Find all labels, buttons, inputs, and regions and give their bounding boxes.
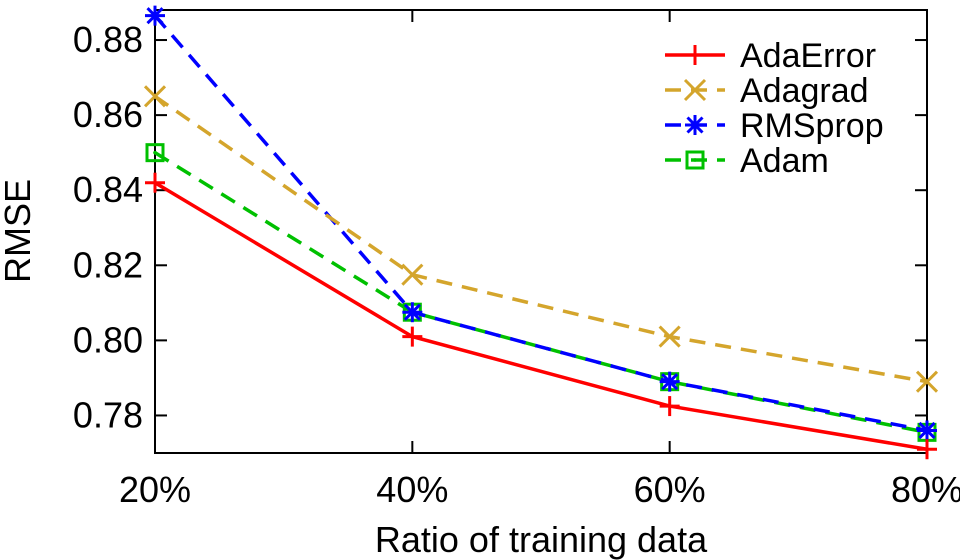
- data-point: [915, 370, 939, 393]
- x-axis: 20% 40% 60% 80%: [119, 10, 960, 510]
- legend-marker: [685, 115, 705, 135]
- y-tick-label: 0.84: [73, 169, 143, 210]
- data-point: [143, 85, 167, 108]
- legend-label: Adam: [740, 142, 829, 180]
- legend-label: RMSprop: [740, 107, 884, 145]
- x-axis-title: Ratio of training data: [375, 519, 708, 560]
- series-rmsprop: [145, 5, 937, 441]
- series-adam: [145, 143, 937, 442]
- data-point: [402, 326, 423, 347]
- data-point: [917, 420, 937, 441]
- series-line: [153, 14, 928, 433]
- data-point: [659, 396, 680, 417]
- data-point: [145, 5, 165, 26]
- data-point: [658, 325, 681, 348]
- series-adagrad: [143, 85, 939, 393]
- data-point: [402, 302, 423, 323]
- x-tick-label: 60%: [634, 469, 706, 510]
- square-dot: [153, 150, 157, 155]
- x-tick-label: 20%: [119, 469, 191, 510]
- y-axis-title: RMSE: [0, 179, 38, 283]
- data-point: [401, 263, 424, 286]
- x-tick-label: 40%: [376, 469, 448, 510]
- legend-item-rmsprop: RMSprop: [665, 107, 884, 145]
- series-line: [154, 151, 928, 435]
- legend-item-adagrad: Adagrad: [665, 72, 869, 110]
- data-point: [145, 143, 165, 163]
- legend-label: Adagrad: [740, 72, 869, 110]
- legend-marker: [685, 150, 705, 170]
- series-line: [154, 94, 928, 384]
- y-tick-label: 0.82: [73, 244, 143, 285]
- legend-item-adam: Adam: [665, 142, 829, 180]
- x-tick-label: 80%: [891, 469, 960, 510]
- square-dot: [693, 158, 697, 162]
- data-point: [145, 172, 165, 193]
- series-line: [154, 181, 928, 451]
- series-layer: [143, 5, 939, 460]
- legend-item-adaerror: AdaError: [665, 37, 876, 75]
- legend-label: AdaError: [740, 37, 876, 75]
- plot-frame: [154, 9, 928, 454]
- legend-marker: [683, 78, 707, 102]
- y-tick-label: 0.86: [73, 94, 143, 135]
- data-point: [659, 371, 680, 392]
- y-axis: 0.78 0.80 0.82 0.84 0.86 0.88: [73, 19, 927, 435]
- legend-marker: [685, 45, 705, 65]
- y-tick-label: 0.80: [73, 319, 143, 360]
- data-point: [917, 439, 937, 460]
- series-adaerror: [145, 172, 937, 460]
- y-tick-label: 0.88: [73, 19, 143, 60]
- y-tick-label: 0.78: [73, 394, 143, 435]
